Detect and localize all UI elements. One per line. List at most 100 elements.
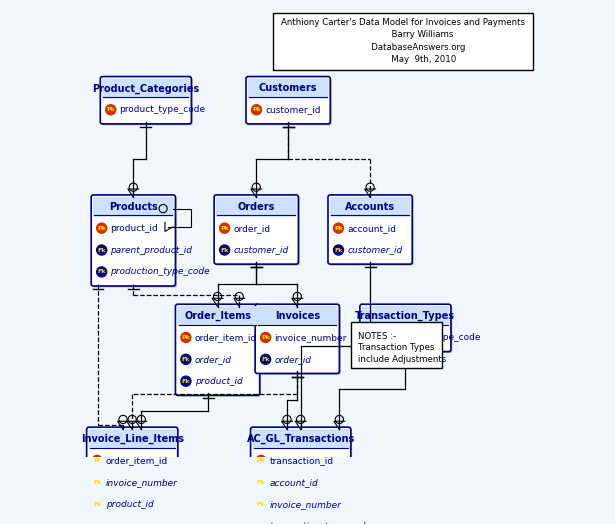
- Text: Orders: Orders: [237, 202, 275, 212]
- FancyBboxPatch shape: [330, 196, 410, 217]
- Text: Pk: Pk: [220, 226, 229, 231]
- Text: Fk: Fk: [97, 247, 106, 253]
- FancyBboxPatch shape: [91, 195, 175, 286]
- FancyBboxPatch shape: [252, 429, 349, 449]
- Circle shape: [181, 332, 191, 343]
- Text: Fk: Fk: [257, 480, 265, 485]
- Text: Fk: Fk: [97, 269, 106, 275]
- Text: invoice_number: invoice_number: [270, 500, 341, 509]
- Text: customer_id: customer_id: [265, 105, 320, 114]
- FancyBboxPatch shape: [250, 427, 351, 524]
- Text: Fk: Fk: [93, 480, 101, 485]
- Text: Pk: Pk: [106, 107, 115, 112]
- Circle shape: [220, 245, 229, 255]
- Text: Pk: Pk: [366, 335, 375, 340]
- Text: Product_Categories: Product_Categories: [92, 83, 199, 93]
- Text: order_id: order_id: [274, 355, 311, 364]
- FancyBboxPatch shape: [351, 322, 442, 368]
- Text: production_type_code: production_type_code: [110, 267, 210, 276]
- Text: product_id: product_id: [106, 500, 154, 509]
- Circle shape: [256, 499, 266, 509]
- FancyBboxPatch shape: [88, 429, 179, 520]
- Text: Transaction_Types: Transaction_Types: [355, 311, 456, 321]
- Circle shape: [92, 455, 102, 465]
- Text: Pk: Pk: [261, 335, 270, 340]
- FancyBboxPatch shape: [247, 78, 331, 125]
- FancyBboxPatch shape: [92, 196, 177, 287]
- FancyBboxPatch shape: [256, 305, 341, 375]
- Text: order_item_id: order_item_id: [194, 333, 257, 342]
- Text: Fk: Fk: [335, 247, 343, 253]
- Text: Order_Items: Order_Items: [184, 311, 251, 321]
- FancyBboxPatch shape: [214, 195, 298, 264]
- FancyBboxPatch shape: [362, 306, 449, 326]
- Text: Fk: Fk: [181, 357, 190, 362]
- Circle shape: [256, 477, 266, 487]
- Text: NOTES :-
Transaction Types
include Adjustments: NOTES :- Transaction Types include Adjus…: [357, 332, 446, 364]
- Text: Pf: Pf: [93, 458, 101, 463]
- Circle shape: [97, 245, 106, 255]
- FancyBboxPatch shape: [89, 429, 176, 449]
- Text: product_id: product_id: [194, 377, 242, 386]
- FancyBboxPatch shape: [101, 78, 192, 125]
- Text: customer_id: customer_id: [347, 246, 402, 255]
- FancyBboxPatch shape: [100, 77, 191, 124]
- FancyBboxPatch shape: [93, 196, 173, 217]
- FancyBboxPatch shape: [215, 196, 300, 266]
- Text: Customers: Customers: [259, 83, 317, 93]
- FancyBboxPatch shape: [102, 79, 189, 99]
- Text: product_id: product_id: [110, 224, 158, 233]
- FancyBboxPatch shape: [328, 195, 412, 264]
- FancyBboxPatch shape: [255, 304, 339, 374]
- FancyBboxPatch shape: [248, 79, 328, 99]
- Text: invoice_number: invoice_number: [274, 333, 347, 342]
- Text: Fk: Fk: [93, 501, 101, 507]
- FancyBboxPatch shape: [330, 196, 414, 266]
- FancyBboxPatch shape: [360, 304, 451, 352]
- Text: Pk: Pk: [97, 226, 106, 231]
- Text: order_item_id: order_item_id: [106, 456, 168, 465]
- Text: order_id: order_id: [194, 355, 232, 364]
- FancyBboxPatch shape: [177, 305, 261, 397]
- Circle shape: [220, 223, 229, 233]
- Text: parent_product_id: parent_product_id: [110, 246, 192, 255]
- Text: Invoices: Invoices: [275, 311, 320, 321]
- Circle shape: [333, 245, 343, 255]
- Circle shape: [365, 332, 375, 343]
- Text: Accounts: Accounts: [345, 202, 395, 212]
- Text: transaction_id: transaction_id: [270, 456, 334, 465]
- Text: product_type_code: product_type_code: [119, 105, 205, 114]
- Circle shape: [256, 521, 266, 524]
- Circle shape: [106, 105, 116, 115]
- Text: Pk: Pk: [181, 335, 190, 340]
- Text: Fk: Fk: [220, 247, 229, 253]
- Text: Fk: Fk: [261, 357, 270, 362]
- FancyBboxPatch shape: [246, 77, 330, 124]
- Circle shape: [333, 223, 343, 233]
- Circle shape: [256, 455, 266, 465]
- FancyBboxPatch shape: [273, 13, 533, 70]
- Text: Invoice_Line_Items: Invoice_Line_Items: [81, 434, 184, 444]
- Circle shape: [92, 477, 102, 487]
- Text: customer_id: customer_id: [233, 246, 288, 255]
- Text: AC_GL_Transactions: AC_GL_Transactions: [247, 434, 355, 444]
- Text: Fk: Fk: [181, 379, 190, 384]
- Circle shape: [261, 332, 271, 343]
- Circle shape: [97, 267, 106, 277]
- Text: invoice_number: invoice_number: [106, 478, 178, 487]
- Text: Pk: Pk: [334, 226, 343, 231]
- FancyBboxPatch shape: [252, 429, 352, 524]
- Text: order_id: order_id: [233, 224, 271, 233]
- Text: Pk: Pk: [256, 458, 266, 463]
- Circle shape: [261, 354, 271, 364]
- Text: Fk: Fk: [257, 501, 265, 507]
- Text: transaction_type_code: transaction_type_code: [270, 521, 371, 524]
- FancyBboxPatch shape: [257, 306, 338, 326]
- Circle shape: [181, 376, 191, 386]
- Circle shape: [252, 105, 261, 115]
- Text: account_id: account_id: [270, 478, 319, 487]
- FancyBboxPatch shape: [175, 304, 260, 395]
- FancyBboxPatch shape: [87, 427, 178, 518]
- Circle shape: [92, 499, 102, 509]
- FancyBboxPatch shape: [216, 196, 296, 217]
